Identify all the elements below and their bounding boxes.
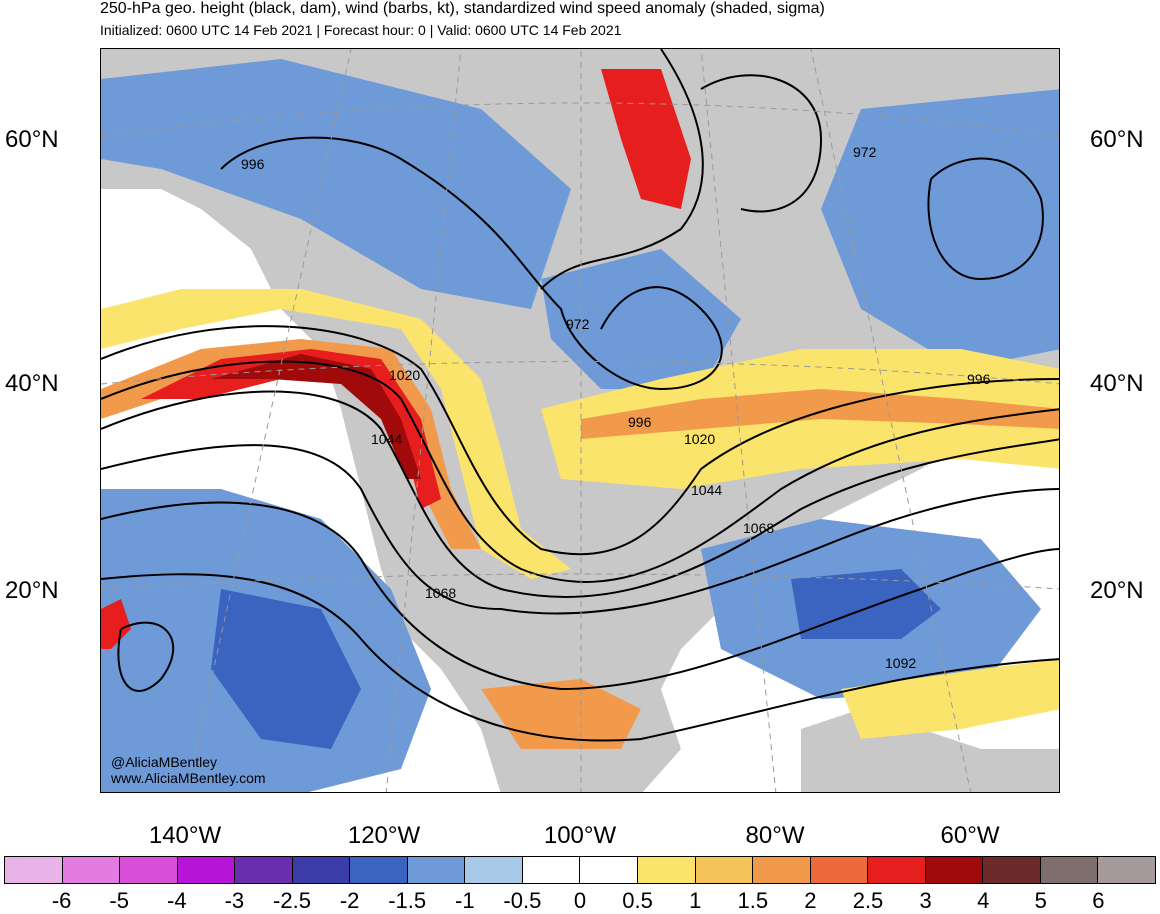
map-title: 250-hPa geo. height (black, dam), wind (…	[100, 0, 825, 17]
colorbar-swatch	[638, 857, 696, 883]
colorbar-tick-label: -0.5	[503, 888, 542, 913]
lat-label-right: 40°N	[1090, 370, 1144, 397]
colorbar-tick-label: 2	[804, 888, 817, 913]
colorbar-swatch	[1040, 857, 1099, 883]
jet-streak-canada-red	[601, 69, 691, 209]
colorbar-swatch	[983, 857, 1041, 883]
colorbar-tick-label: -4	[167, 888, 187, 913]
contour-label: 1044	[691, 482, 722, 498]
lat-label-right: 20°N	[1090, 577, 1144, 604]
jet-streak-pacific-darkred	[211, 354, 421, 479]
contour-label: 996	[241, 156, 265, 172]
colorbar-tick-label: -2	[339, 888, 360, 913]
contour-label: 1020	[684, 431, 715, 447]
graticule	[101, 49, 1059, 792]
colorbar-tick-label: -5	[109, 888, 129, 913]
contour-line	[927, 157, 1044, 281]
jet-streak-pacific-red	[141, 349, 441, 509]
contour-line	[101, 501, 1059, 691]
colorbar-swatch	[407, 857, 466, 883]
lat-label-left: 40°N	[5, 370, 59, 397]
contour-label: 1044	[371, 431, 402, 447]
longitude-line	[810, 49, 972, 792]
height-contours	[101, 49, 1059, 742]
anomaly-blue-hudson	[541, 249, 741, 389]
colorbar-swatch	[5, 857, 63, 883]
colorbar-tick-label: -1	[455, 888, 475, 913]
weather-map: 996 972 972 996 1020 1044 996 1020 1044 …	[100, 48, 1060, 793]
contour-line	[101, 360, 1059, 583]
contour-line	[117, 621, 175, 692]
contour-line	[540, 49, 704, 290]
colorbar-tick-label: 0	[573, 888, 587, 913]
colorbar-tick-label: -3	[224, 888, 245, 913]
colorbar-tick-label: 1.5	[737, 888, 769, 913]
lat-label-right: 60°N	[1090, 126, 1144, 153]
contour-label: 972	[853, 144, 877, 160]
colorbar-swatch	[925, 857, 984, 883]
credit-url: www.AliciaMBentley.com	[111, 770, 266, 786]
lon-label: 60°W	[940, 822, 1000, 849]
map-subtitle: Initialized: 0600 UTC 14 Feb 2021 | Fore…	[100, 22, 622, 38]
colorbar-tick-label: -1.5	[388, 888, 427, 913]
contour-line	[101, 390, 1059, 598]
colorbar-tick-label: 5	[1034, 888, 1047, 913]
lon-label: 80°W	[745, 822, 805, 849]
colorbar-tick-label: 2.5	[852, 888, 884, 913]
anomaly-blue-pacific-core	[211, 589, 361, 749]
contour-label: 996	[628, 414, 652, 430]
contour-label: 1068	[743, 520, 774, 536]
colorbar-tick-label: -2.5	[273, 888, 311, 913]
contour-line	[700, 74, 823, 213]
colorbar-swatch	[1098, 857, 1155, 883]
colorbar-swatch	[810, 857, 869, 883]
lon-label: 140°W	[148, 822, 222, 849]
anomaly-blue-greenland	[821, 89, 1059, 369]
colorbar-swatch	[62, 857, 121, 883]
colorbar-tick-label: 1	[689, 888, 702, 913]
lat-label-left: 60°N	[5, 126, 59, 153]
contour-line	[101, 573, 1059, 742]
contour-label: 972	[566, 316, 590, 332]
contour-label: 1068	[425, 585, 456, 601]
colorbar-swatch	[868, 857, 926, 883]
jet-streak-pacific-yellow	[101, 289, 571, 579]
colorbar-tick-label: -6	[51, 888, 72, 913]
colorbar-swatch	[753, 857, 811, 883]
colorbar-tick-label: 0.5	[622, 888, 653, 913]
lat-label-left: 20°N	[5, 577, 59, 604]
colorbar-swatch	[522, 857, 581, 883]
contour-label-group: 996 972 972 996 1020 1044 996 1020 1044 …	[241, 144, 991, 671]
longitude-line	[385, 49, 462, 792]
colorbar-swatch	[120, 857, 178, 883]
colorbar-swatch	[350, 857, 408, 883]
colorbar-swatch	[465, 857, 523, 883]
contour-label: 1092	[885, 655, 916, 671]
longitude-line	[700, 49, 777, 792]
contour-line	[220, 136, 723, 391]
contour-line	[101, 325, 1059, 556]
colorbar-swatch	[580, 857, 639, 883]
colorbar	[4, 856, 1156, 884]
contour-label: 1020	[389, 367, 420, 383]
colorbar-swatch	[292, 857, 351, 883]
colorbar-tick-label: 6	[1092, 888, 1105, 913]
lon-label: 120°W	[347, 822, 421, 849]
colorbar-tick-label: 4	[977, 888, 990, 913]
jet-streak-westedge-red	[101, 599, 131, 649]
jet-streak-caribbean-yellow	[841, 659, 1059, 739]
map-canvas: 996 972 972 996 1020 1044 996 1020 1044 …	[101, 49, 1059, 792]
colorbar-swatch	[695, 857, 754, 883]
contour-line	[101, 444, 1059, 615]
contour-label: 996	[967, 371, 991, 387]
lon-label: 100°W	[543, 822, 617, 849]
jet-streak-atlantic-orange	[581, 389, 1059, 439]
colorbar-swatch	[177, 857, 236, 883]
credit-handle: @AliciaMBentley	[111, 754, 218, 770]
colorbar-swatch	[235, 857, 293, 883]
colorbar-tick-label: 3	[919, 888, 932, 913]
